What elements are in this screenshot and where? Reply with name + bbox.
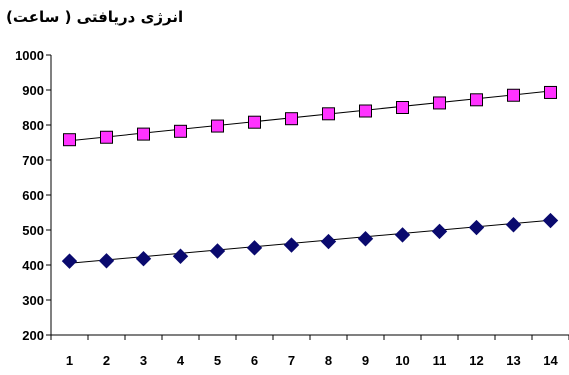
data-point-diamond <box>394 227 411 243</box>
data-point-square <box>137 127 150 141</box>
chart-title: انرژی دریافتی ( ساعت) <box>6 8 184 26</box>
x-tick-label: 12 <box>469 353 483 368</box>
data-point-square <box>396 101 409 114</box>
data-point-square <box>63 133 76 147</box>
data-point-square <box>322 107 335 121</box>
data-point-diamond <box>209 243 226 259</box>
x-tick-label: 4 <box>177 353 185 368</box>
data-point-square <box>544 85 557 99</box>
x-tick-label: 1 <box>66 353 73 368</box>
data-point-square <box>359 104 372 118</box>
x-tick-label: 11 <box>433 353 447 368</box>
x-tick-label: 10 <box>395 353 409 368</box>
data-point-diamond <box>357 231 374 247</box>
data-point-square <box>285 112 298 126</box>
data-point-diamond <box>542 212 559 229</box>
data-point-diamond <box>61 253 78 269</box>
x-tick-label: 9 <box>362 353 369 368</box>
data-point-square <box>507 88 520 102</box>
data-point-diamond <box>468 219 485 236</box>
x-tick-label: 14 <box>543 353 558 368</box>
y-tick-label: 800 <box>22 118 44 133</box>
trendlines <box>69 90 551 264</box>
y-tick-label: 900 <box>22 83 44 98</box>
x-tick-label: 2 <box>103 353 110 368</box>
data-point-diamond <box>98 253 115 269</box>
data-point-diamond <box>505 217 522 233</box>
data-point-diamond <box>431 223 448 240</box>
x-tick-label: 6 <box>251 353 258 368</box>
x-tick-label: 7 <box>288 353 295 368</box>
data-point-square <box>211 119 224 133</box>
data-point-square <box>248 115 261 129</box>
data-point-square <box>470 93 483 107</box>
y-tick-label: 400 <box>22 258 44 273</box>
data-point-diamond <box>320 233 337 250</box>
y-tick-label: 1000 <box>15 48 44 63</box>
x-tick-label: 3 <box>140 353 147 368</box>
y-tick-label: 500 <box>22 223 44 238</box>
y-tick-label: 300 <box>22 293 44 308</box>
y-tick-label: 700 <box>22 153 44 168</box>
data-markers <box>61 85 559 269</box>
data-point-square <box>174 124 187 138</box>
x-tick-label: 5 <box>214 353 221 368</box>
data-point-diamond <box>246 240 263 256</box>
data-point-square <box>433 96 446 110</box>
data-point-diamond <box>172 248 189 264</box>
x-tick-label: 8 <box>325 353 332 368</box>
data-point-diamond <box>283 237 300 253</box>
data-point-diamond <box>135 250 152 267</box>
data-point-square <box>100 130 113 144</box>
x-tick-label: 13 <box>506 353 520 368</box>
y-tick-label: 600 <box>22 188 44 203</box>
y-tick-label: 200 <box>22 328 44 343</box>
